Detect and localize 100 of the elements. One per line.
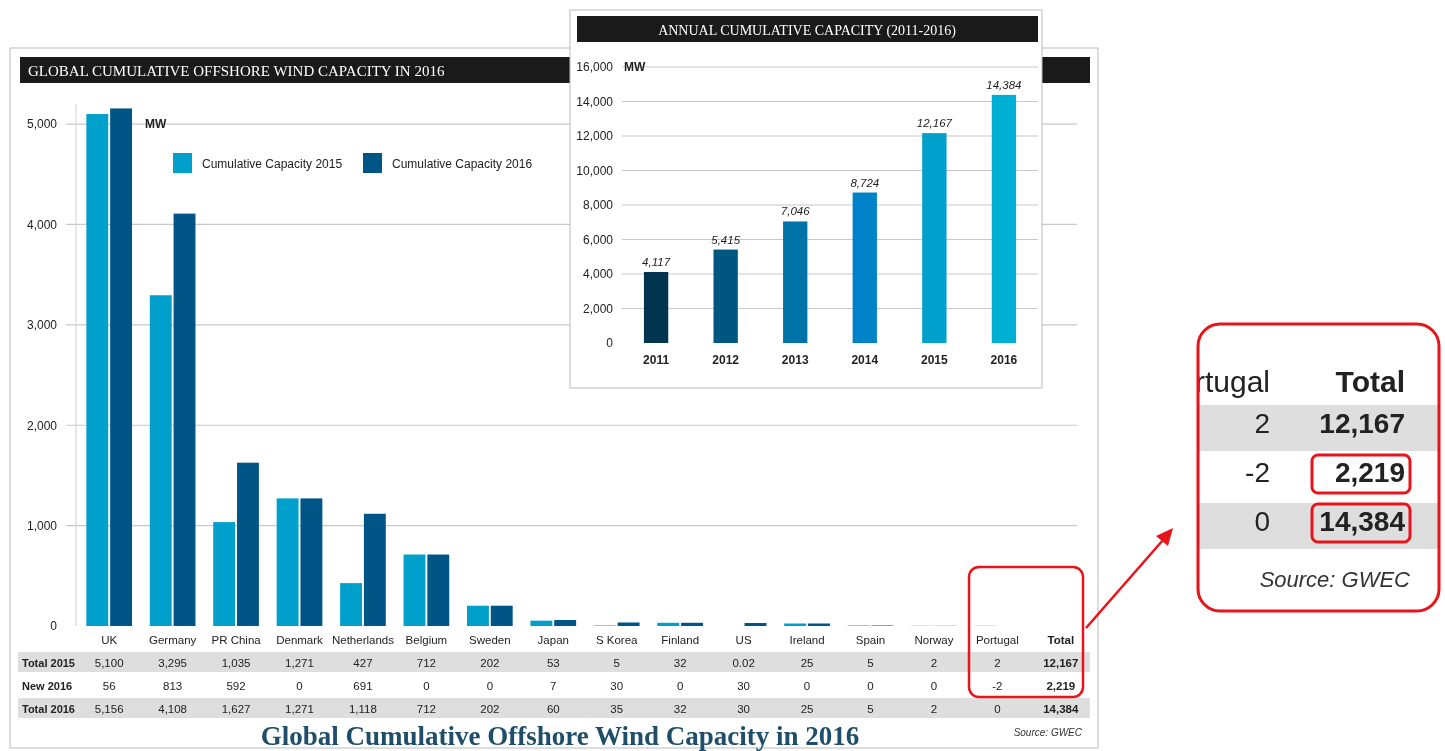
bar xyxy=(276,498,299,626)
data-label: 32 xyxy=(673,703,687,715)
bar xyxy=(213,522,236,626)
x-tick-label: UK xyxy=(101,634,118,647)
text: 0 xyxy=(423,680,430,692)
text: 30 xyxy=(737,680,750,692)
text: Total 2016 xyxy=(22,703,75,715)
text: 0 xyxy=(486,680,494,692)
data-label: 2 xyxy=(930,657,938,669)
bar xyxy=(617,622,640,626)
bar xyxy=(490,605,513,626)
y-axis-title: MW xyxy=(145,117,167,132)
text: 0 xyxy=(676,680,684,692)
data-label: 1,627 xyxy=(221,703,251,715)
y-tick-label: 8,000 xyxy=(582,198,614,213)
bar xyxy=(808,623,830,626)
x-tick-label: Finland xyxy=(661,634,700,647)
y-tick-label: 16,000 xyxy=(576,60,614,75)
y-tick-label: 2,000 xyxy=(26,418,58,433)
x-tick-label: 2015 xyxy=(921,352,949,367)
data-label: 4,108 xyxy=(158,703,188,715)
bar xyxy=(467,605,489,626)
text: 30 xyxy=(610,680,624,692)
text: New 2016 xyxy=(22,680,73,692)
y-tick-label: 14,000 xyxy=(576,94,614,109)
bar xyxy=(744,622,767,626)
bar xyxy=(783,221,808,343)
y-tick-label: 12,000 xyxy=(576,129,614,144)
x-tick-label: US xyxy=(735,634,752,647)
y-tick-label: 4,000 xyxy=(582,267,614,282)
text: 14,384 xyxy=(1043,703,1079,715)
data-label: 8,724 xyxy=(850,176,880,189)
data-label: 1,271 xyxy=(285,703,314,715)
data-label: 712 xyxy=(416,703,436,715)
data-label: 1,118 xyxy=(348,703,377,715)
text: 12,167 xyxy=(1043,657,1079,669)
bar xyxy=(852,192,877,343)
bar xyxy=(173,213,196,626)
text: 0 xyxy=(296,680,303,692)
y-axis-title: MW xyxy=(624,60,646,74)
x-tick-label: Denmark xyxy=(276,634,324,647)
data-label: 30 xyxy=(737,703,750,715)
chart-title: ANNUAL CUMULATIVE CAPACITY (2011-2016) xyxy=(658,23,957,39)
data-label: 14,384 xyxy=(986,78,1022,91)
bar xyxy=(922,133,947,343)
bar xyxy=(427,554,450,626)
x-tick-label: Portugal xyxy=(975,634,1019,647)
data-label: 12,167 xyxy=(916,117,953,130)
data-label: 5 xyxy=(613,657,620,669)
data-label: 4,117 xyxy=(642,255,671,268)
bar xyxy=(713,249,738,343)
bar xyxy=(340,583,362,626)
x-tick-label: Sweden xyxy=(469,634,511,647)
text: 2,219 xyxy=(1046,680,1076,692)
data-label: 1,271 xyxy=(285,657,314,669)
source-note: Source: GWEC xyxy=(1013,727,1083,738)
x-tick-label: 2014 xyxy=(851,352,879,367)
legend-label: Cumulative Capacity 2016 xyxy=(392,157,533,171)
x-tick-label: Belgium xyxy=(405,634,448,647)
data-label: 3,295 xyxy=(158,657,188,669)
legend-label: Cumulative Capacity 2015 xyxy=(202,157,343,171)
bar xyxy=(784,623,807,626)
text: 0 xyxy=(930,680,938,692)
data-label: 427 xyxy=(353,657,373,669)
x-tick-label: Japan xyxy=(537,634,569,647)
text: 0 xyxy=(867,680,874,692)
data-label: 2 xyxy=(930,703,938,715)
y-tick-label: 1,000 xyxy=(26,518,58,533)
y-tick-label: 0 xyxy=(606,336,614,351)
x-tick-label: Spain xyxy=(855,634,886,647)
data-label: 202 xyxy=(480,657,500,669)
bar xyxy=(86,114,109,626)
x-tick-label: 2011 xyxy=(643,352,670,367)
x-tick-label: Total xyxy=(1047,634,1075,647)
y-tick-label: 4,000 xyxy=(26,217,58,232)
bar xyxy=(237,462,259,626)
x-tick-label: 2012 xyxy=(712,352,740,367)
y-tick-label: 3,000 xyxy=(26,318,58,333)
data-label: 5 xyxy=(867,703,874,715)
data-label: 712 xyxy=(416,657,436,669)
data-label: 35 xyxy=(610,703,624,715)
text: 7 xyxy=(550,680,557,692)
bar xyxy=(300,498,323,626)
bar xyxy=(657,622,680,626)
y-tick-label: 2,000 xyxy=(582,301,614,316)
data-label: 0.02 xyxy=(732,657,755,669)
bar xyxy=(681,622,703,626)
text: 691 xyxy=(353,680,373,692)
bar xyxy=(403,554,426,626)
data-label: 1,035 xyxy=(221,657,251,669)
text: Total 2015 xyxy=(22,657,75,669)
x-tick-label: S Korea xyxy=(595,634,639,647)
data-label: 5,415 xyxy=(711,233,741,246)
data-label: 60 xyxy=(546,703,560,715)
x-tick-label: Norway xyxy=(914,634,954,647)
data-label: 32 xyxy=(673,657,687,669)
data-label: 5 xyxy=(867,657,874,669)
x-tick-label: 2013 xyxy=(781,352,809,367)
data-label: 5,156 xyxy=(94,703,124,715)
chart-title: GLOBAL CUMULATIVE OFFSHORE WIND CAPACITY IN 2016 xyxy=(28,63,445,79)
